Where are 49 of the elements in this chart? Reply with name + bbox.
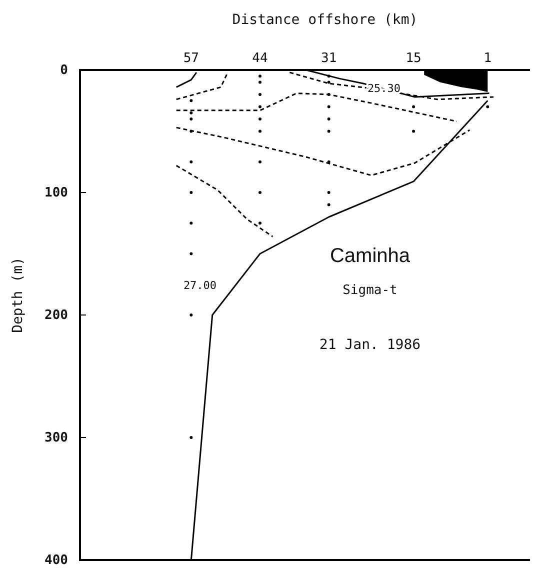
point <box>258 130 262 133</box>
point <box>327 203 330 206</box>
y-tick-label: 400 <box>44 553 68 568</box>
point <box>190 222 193 225</box>
point <box>258 118 262 120</box>
point <box>190 436 193 439</box>
point <box>327 160 330 164</box>
point <box>190 160 193 164</box>
x-axis-title: Distance offshore (km) <box>232 12 418 28</box>
point <box>486 105 490 108</box>
point <box>258 105 262 108</box>
point <box>190 111 193 114</box>
point <box>258 222 262 225</box>
annotation: 27.00 <box>183 278 217 292</box>
y-tick-label: 200 <box>44 308 68 324</box>
point <box>327 105 330 108</box>
line-series <box>176 164 274 238</box>
point <box>258 74 262 78</box>
line-series <box>176 92 458 122</box>
point <box>327 80 330 84</box>
point <box>412 130 416 133</box>
point <box>190 191 193 194</box>
point <box>412 105 416 108</box>
point <box>327 191 330 194</box>
y-tick-label: 0 <box>60 63 68 78</box>
y-tick-label: 100 <box>44 186 68 201</box>
point <box>327 74 330 78</box>
x-tick-label: 57 <box>183 51 200 66</box>
x-tick-label: 44 <box>252 51 268 66</box>
x-tick-label: 1 <box>484 51 492 66</box>
point <box>258 160 262 164</box>
point <box>327 93 330 96</box>
point <box>190 118 193 120</box>
point <box>258 93 262 96</box>
point <box>190 314 193 316</box>
y-tick-label: 300 <box>44 430 68 446</box>
x-tick-label: 15 <box>406 51 422 66</box>
x-tick-label: 31 <box>320 51 337 66</box>
point <box>258 191 262 194</box>
text: Sigma-t <box>342 283 398 298</box>
text: Caminha <box>330 245 411 267</box>
point <box>258 80 262 84</box>
point <box>327 118 330 120</box>
point <box>190 130 193 133</box>
point <box>190 99 193 102</box>
point <box>190 252 193 256</box>
y-axis-title: Depth (m) <box>10 257 26 333</box>
annotation: 21 Jan. 1986 <box>319 336 421 353</box>
point <box>327 130 330 133</box>
